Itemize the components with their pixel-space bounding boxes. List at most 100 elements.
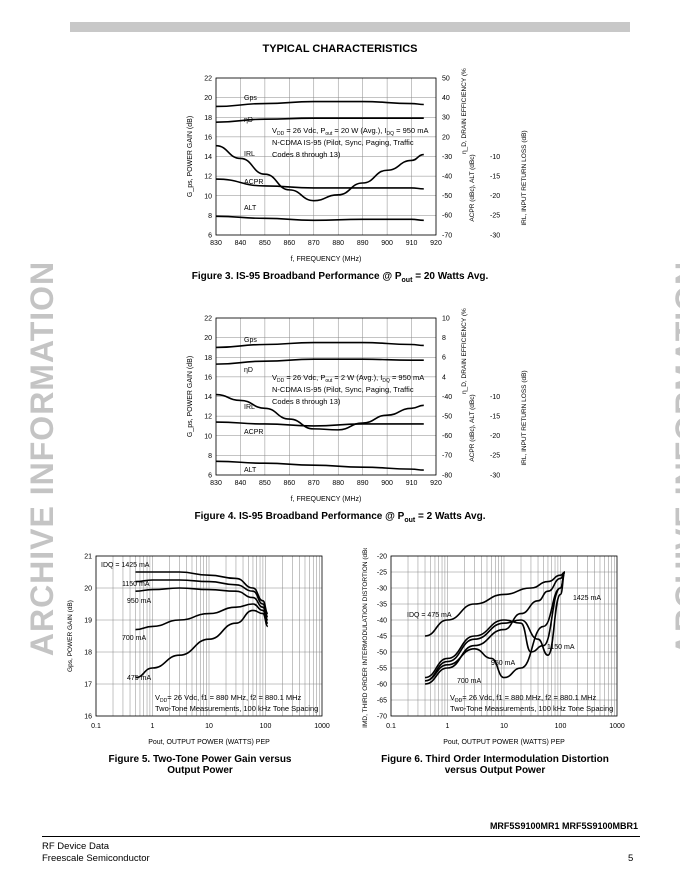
series-alt-line <box>215 215 424 222</box>
y-tick-label: -70 <box>377 714 387 721</box>
series-1425ma-line <box>135 571 269 615</box>
series-d-line <box>215 117 424 123</box>
series-label: 1425 mA <box>573 595 601 602</box>
y-tick-label: -45 <box>377 634 387 641</box>
y-tick-label: 21 <box>84 554 92 561</box>
x-tick-label: 870 <box>308 240 320 247</box>
series-1150ma-line <box>424 571 566 682</box>
acpr-axis-label: ACPR (dBc), ALT (dBc) <box>469 394 476 461</box>
eff-axis-label: η_D, DRAIN EFFICIENCY (%) <box>461 308 468 394</box>
x-tick-label: 1 <box>151 723 155 730</box>
figure-5-chart: 0.1 1 10 100 1000 Pout, OUTPUT POWER (WATTS) … <box>67 554 330 747</box>
x-tick-label: 910 <box>406 480 418 487</box>
plot-frame <box>95 555 323 717</box>
x-tick-label: 840 <box>235 480 247 487</box>
page-number: 5 <box>628 853 634 864</box>
y-tick-label: -55 <box>377 666 387 673</box>
plot-frame <box>215 77 437 236</box>
y-axis-label: G_ps, POWER GAIN (dB) <box>187 356 194 437</box>
series-label: 950 mA <box>491 660 515 667</box>
irl-tick-label: -10 <box>490 154 500 161</box>
fig6-condition-line2: Two-Tone Measurements, 100 kHz Tone Spac… <box>450 704 613 713</box>
irl-tick-label: -25 <box>490 453 500 460</box>
series-d-line <box>215 358 424 365</box>
x-tick-label: 10 <box>205 723 213 730</box>
x-tick-label: 890 <box>357 480 369 487</box>
fig4-condition-line1: VDD = 26 Vdc, Pout = 2 W (Avg.), IDQ = 9… <box>272 373 424 384</box>
y-tick-label: 16 <box>204 134 212 141</box>
x-tick-label: 100 <box>555 723 567 730</box>
fig3-condition-line2: N-CDMA IS-95 (Pilot, Sync, Paging, Traff… <box>272 138 414 147</box>
fig3-condition-line1: VDD = 26 Vdc, Pout = 20 W (Avg.), IDQ = … <box>272 126 428 137</box>
fig3-condition-line3: Codes 8 through 13) <box>272 150 341 159</box>
y-tick-label: 10 <box>204 193 212 200</box>
y-tick-label: -20 <box>377 554 387 561</box>
x-tick-label: 840 <box>235 240 247 247</box>
acpr-tick-label: -70 <box>442 232 452 239</box>
y-axis-label: Gps, POWER GAIN (dB) <box>67 600 74 672</box>
series-label: 1150 mA <box>122 581 150 588</box>
figure-4-chart: 830 840 850 860 870 880 890 900 910 920 f, FREQUEN… <box>187 308 528 503</box>
series-label: ηD <box>244 367 253 374</box>
acpr-tick-label: -40 <box>442 174 452 181</box>
series-475ma-line <box>135 609 269 679</box>
acpr-axis-label: ACPR (dBc), ALT (dBc) <box>469 154 476 221</box>
series-gps-line <box>215 100 424 108</box>
acpr-tick-label: -80 <box>442 472 452 479</box>
fig5-plot: 0.1 1 10 100 1000 Pout, OUTPUT POWER (WATTS) … <box>67 554 330 747</box>
series-label: 700 mA <box>122 635 146 642</box>
series-label: IRL <box>244 151 255 158</box>
eff-tick-label: 30 <box>442 115 450 122</box>
footer-divider <box>42 836 640 837</box>
part-numbers: MRF5S9100MR1 MRF5S9100MBR1 <box>489 821 638 831</box>
y-tick-label: 22 <box>204 76 212 83</box>
plot-frame <box>215 317 437 476</box>
x-tick-label: 920 <box>430 240 442 247</box>
y-tick-label: -60 <box>377 682 387 689</box>
x-tick-label: 900 <box>381 240 393 247</box>
acpr-tick-label: -30 <box>442 154 452 161</box>
series-label: ALT <box>244 467 257 474</box>
y-tick-label: 14 <box>204 394 212 401</box>
y-tick-label: 12 <box>204 174 212 181</box>
acpr-tick-label: -70 <box>442 453 452 460</box>
y-axis-label: IMD, THIRD ORDER INTERMODULATION DISTORT… <box>362 548 369 728</box>
series-acpr-line <box>215 178 424 190</box>
y-tick-label: 8 <box>208 213 212 220</box>
x-tick-label: 850 <box>259 480 271 487</box>
y-tick-label: 19 <box>84 618 92 625</box>
y-tick-label: 20 <box>84 586 92 593</box>
series-alt-line <box>215 460 424 471</box>
series-700ma-line <box>135 603 269 631</box>
fig5-condition-line2: Two-Tone Measurements, 100 kHz Tone Spac… <box>155 704 318 713</box>
series-label: 1150 mA <box>547 644 575 651</box>
series-label: IDQ = 475 mA <box>407 612 452 619</box>
fig4-condition-line2: N-CDMA IS-95 (Pilot, Sync, Paging, Traff… <box>272 385 414 394</box>
x-tick-label: 1 <box>446 723 450 730</box>
y-tick-label: 18 <box>84 650 92 657</box>
eff-tick-label: 50 <box>442 76 450 83</box>
y-tick-label: -35 <box>377 602 387 609</box>
series-700ma-line <box>424 571 566 682</box>
irl-tick-label: -30 <box>490 232 500 239</box>
series-label: ALT <box>244 205 257 212</box>
acpr-tick-label: -50 <box>442 193 452 200</box>
fig6-condition-line1: VDD= 26 Vdc, f1 = 880 MHz, f2 = 880.1 MH… <box>450 693 597 704</box>
plot-frame <box>390 555 618 717</box>
series-irl-line <box>215 144 424 202</box>
footer-left-line1: RF Device Data <box>42 841 110 852</box>
x-tick-label: 0.1 <box>386 723 396 730</box>
x-axis-label: f, FREQUENCY (MHz) <box>291 496 362 503</box>
series-label: ACPR <box>244 429 263 436</box>
y-tick-label: 20 <box>204 95 212 102</box>
figure-6-chart: 0.1 1 10 100 1000 Pout, OUTPUT POWER (WATTS) … <box>362 548 625 746</box>
y-tick-label: -65 <box>377 698 387 705</box>
figure-4-caption: Figure 4. IS-95 Broadband Performance @ … <box>194 511 486 524</box>
x-tick-label: 830 <box>210 480 222 487</box>
y-tick-label: 6 <box>208 473 212 480</box>
series-label: 475 mA <box>127 675 151 682</box>
fig4-plot: 830 840 850 860 870 880 890 900 910 920 f, FREQUEN… <box>187 308 528 503</box>
irl-tick-label: -25 <box>490 213 500 220</box>
x-tick-label: 100 <box>260 723 272 730</box>
